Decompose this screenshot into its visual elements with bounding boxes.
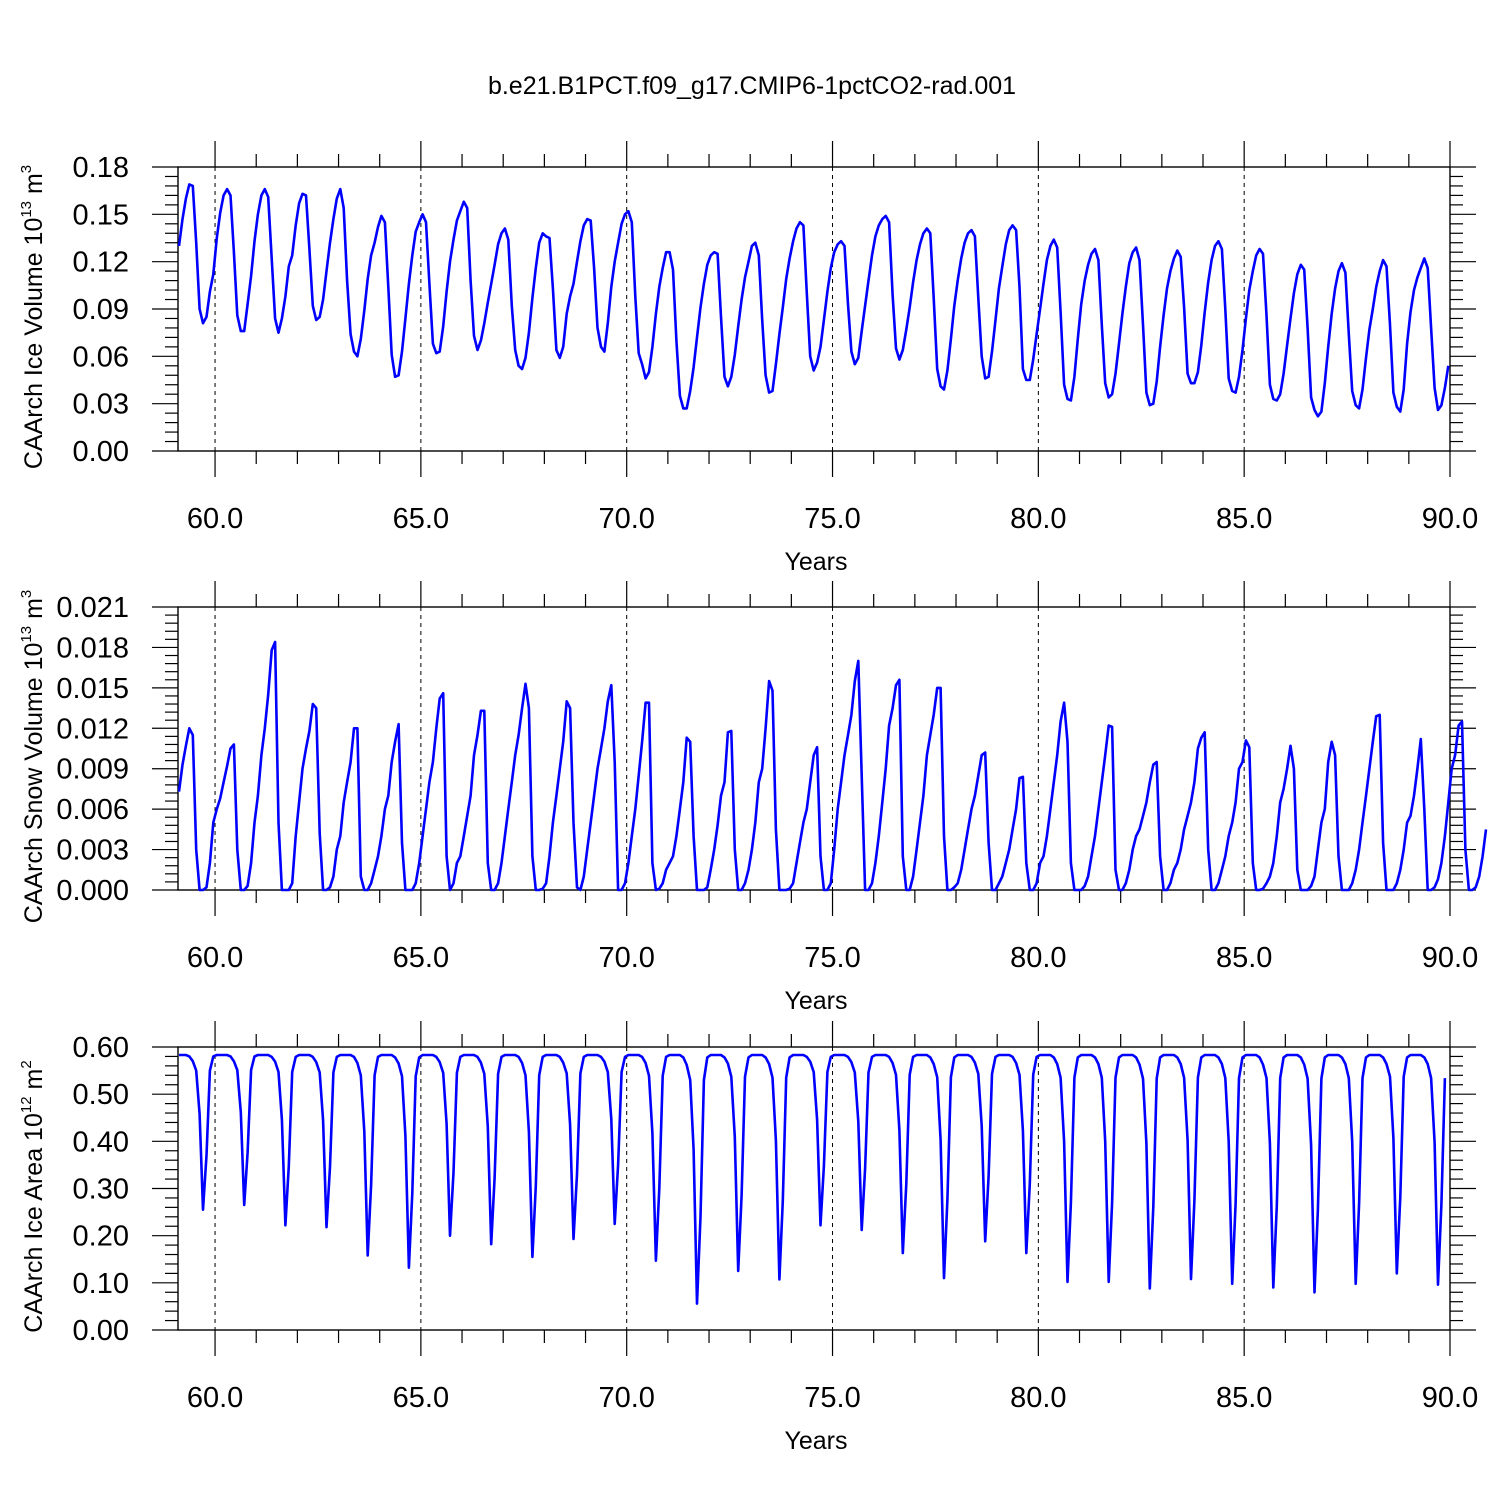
y-tick-label: 0.012: [56, 713, 129, 745]
x-tick-label: 70.0: [598, 1382, 654, 1414]
x-tick-label: 60.0: [187, 1382, 243, 1414]
ice-area-panel: 60.0 65.0 70.0 75.0 80.0 85.0 90.0 0.00 0.10 0.20…: [18, 1021, 1478, 1455]
x-tick-label: 65.0: [393, 1382, 449, 1414]
x-tick-label: 80.0: [1010, 1382, 1066, 1414]
snow-volume-panel: 60.0 65.0 70.0 75.0 80.0 85.0 90.0 0.000 0.003 0.…: [18, 581, 1488, 1015]
y-tick-label: 0.03: [73, 389, 129, 421]
plot-frame: [177, 606, 1451, 891]
x-tick-label: 90.0: [1422, 942, 1478, 974]
x-tick-label: 70.0: [598, 942, 654, 974]
x-tick-label: 85.0: [1216, 503, 1272, 535]
x-tick-label: 65.0: [393, 503, 449, 535]
x-tick-label: 90.0: [1422, 1382, 1478, 1414]
y-tick-label: 0.10: [73, 1268, 129, 1300]
y-tick-label: 0.09: [73, 294, 129, 326]
y-axis-label: CAArch Ice Volume 1013 m3: [18, 165, 48, 469]
x-tick-label: 75.0: [804, 942, 860, 974]
x-tick-label: 65.0: [393, 942, 449, 974]
x-tick-label: 85.0: [1216, 1382, 1272, 1414]
x-tick-label: 70.0: [598, 503, 654, 535]
x-tick-label: 75.0: [804, 1382, 860, 1414]
y-tick-label: 0.12: [73, 247, 129, 279]
y-axis-label: CAArch Ice Area 1012 m2: [18, 1060, 48, 1332]
y-tick-label: 0.00: [73, 436, 129, 468]
data-series-line: [177, 640, 1488, 892]
y-tick-label: 0.15: [73, 199, 129, 231]
y-axis-label: CAArch Snow Volume 1013 m3: [18, 590, 48, 924]
y-tick-label: 0.20: [73, 1221, 129, 1253]
y-tick-label: 0.015: [56, 673, 129, 705]
y-tick-label: 0.06: [73, 341, 129, 373]
figure-title: b.e21.B1PCT.f09_g17.CMIP6-1pctCO2-rad.00…: [488, 72, 1016, 100]
y-tick-label: 0.003: [56, 835, 129, 867]
y-tick-label: 0.000: [56, 875, 129, 907]
x-tick-label: 80.0: [1010, 942, 1066, 974]
x-axis-label: Years: [784, 1427, 847, 1455]
x-tick-label: 90.0: [1422, 503, 1478, 535]
y-tick-label: 0.40: [73, 1126, 129, 1158]
y-tick-label: 0.00: [73, 1315, 129, 1347]
y-tick-label: 0.021: [56, 592, 129, 624]
x-axis-label: Years: [784, 987, 847, 1015]
data-series-line: [179, 1053, 1447, 1305]
x-tick-label: 75.0: [804, 503, 860, 535]
x-tick-label: 85.0: [1216, 942, 1272, 974]
y-tick-label: 0.009: [56, 754, 129, 786]
x-tick-label: 60.0: [187, 503, 243, 535]
y-tick-label: 0.30: [73, 1174, 129, 1206]
ice-volume-panel: 60.0 65.0 70.0 75.0 80.0 85.0 90.0 0.00 0.03 0.06…: [18, 141, 1478, 576]
y-tick-label: 0.018: [56, 632, 129, 664]
y-tick-label: 0.60: [73, 1032, 129, 1064]
y-tick-label: 0.006: [56, 794, 129, 826]
data-series-line: [177, 183, 1450, 418]
x-axis-label: Years: [784, 548, 847, 576]
plot-frame: [177, 166, 1451, 452]
x-tick-label: 80.0: [1010, 503, 1066, 535]
y-tick-label: 0.18: [73, 152, 129, 184]
x-tick-label: 60.0: [187, 942, 243, 974]
y-tick-label: 0.50: [73, 1079, 129, 1111]
